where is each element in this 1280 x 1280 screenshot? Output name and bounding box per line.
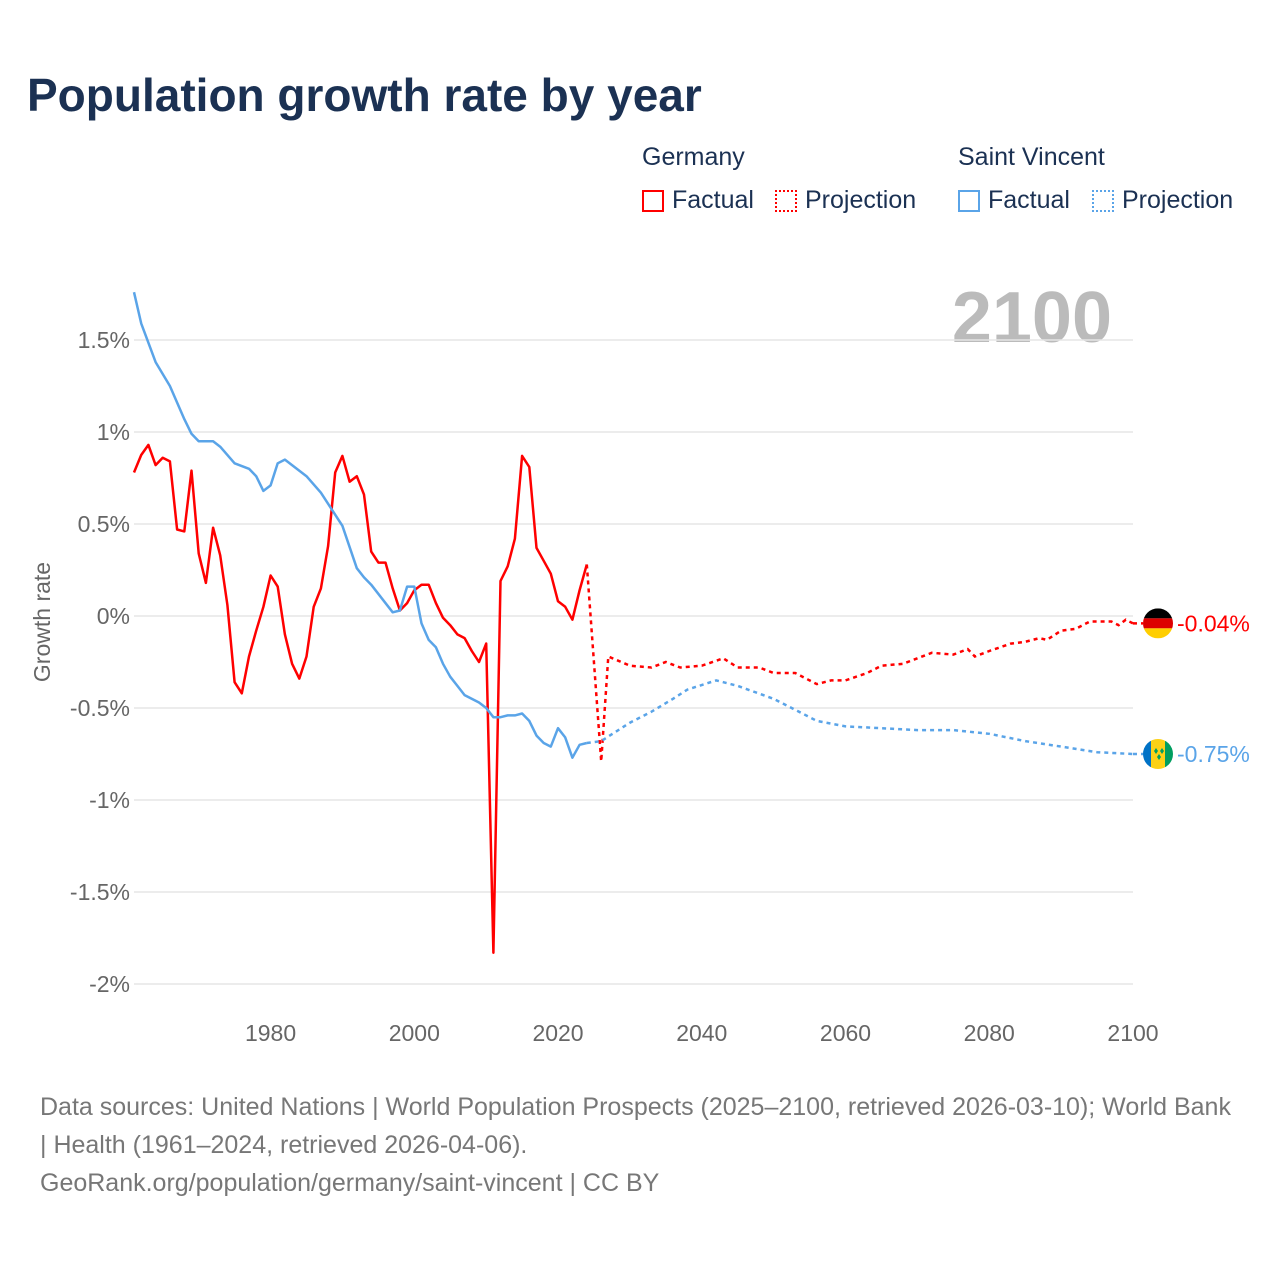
footer: Data sources: United Nations | World Pop… <box>40 1088 1240 1202</box>
y-tick-label: -0.5% <box>70 695 130 721</box>
y-tick-label: 1.5% <box>78 327 130 353</box>
flag-stripe <box>1151 739 1165 769</box>
saint-vincent-factual-line <box>132 291 588 759</box>
x-tick-label: 2020 <box>532 1020 583 1046</box>
y-tick-label: 1% <box>97 419 130 445</box>
x-tick-label: 2100 <box>1107 1020 1158 1046</box>
legend-label: Factual <box>672 186 754 214</box>
x-tick-label: 2000 <box>389 1020 440 1046</box>
flag-stripe <box>1143 739 1151 769</box>
year-display: 2100 <box>952 278 1112 358</box>
saint-vincent-projection-line <box>586 679 1134 756</box>
flag-body <box>1143 608 1173 639</box>
saint-vincent-end-label: -0.75% <box>1177 741 1250 767</box>
flag-stripe <box>1143 628 1173 639</box>
plot-area: 2100 Growth rate 1.5% 1% 0.5% 0% -0.5% -1% -1.… <box>29 278 1250 1046</box>
legend-germany-projection[interactable]: Projection <box>775 186 916 215</box>
legend-label: Factual <box>988 186 1070 214</box>
legend-label: Projection <box>805 186 917 214</box>
x-tick-label: 1980 <box>245 1020 296 1046</box>
legend-saint-vincent-factual[interactable]: Factual <box>958 186 1070 215</box>
dotted-swatch-icon <box>1092 189 1114 212</box>
y-tick-label: 0% <box>97 603 130 629</box>
flag-stripe <box>1143 618 1173 629</box>
x-tick-label: 2060 <box>820 1020 871 1046</box>
legend-group-saint-vincent: Saint Vincent <box>958 143 1105 171</box>
x-tick-label: 2080 <box>964 1020 1015 1046</box>
germany-projection-line <box>585 564 1134 762</box>
y-tick-label: -1% <box>89 787 130 813</box>
legend-saint-vincent-projection[interactable]: Projection <box>1092 186 1233 215</box>
solid-swatch-icon <box>642 189 664 212</box>
germany-end-label: -0.04% <box>1177 610 1250 636</box>
data-sources: Data sources: United Nations | World Pop… <box>40 1093 1231 1159</box>
legend-germany-factual[interactable]: Factual <box>642 186 754 215</box>
flag-diamonds <box>1154 748 1164 760</box>
legend-label: Projection <box>1122 186 1234 214</box>
germany-flag-icon <box>1143 608 1173 639</box>
y-tick-label: 0.5% <box>78 511 130 537</box>
y-tick-label: -2% <box>89 971 130 997</box>
flag-body <box>1143 739 1173 769</box>
saint-vincent-flag-icon <box>1143 739 1173 769</box>
dotted-swatch-icon <box>775 189 797 212</box>
x-tick-label: 2040 <box>676 1020 727 1046</box>
source-link[interactable]: GeoRank.org/population/germany/saint-vin… <box>40 1169 660 1197</box>
y-tick-label: -1.5% <box>70 879 130 905</box>
flag-stripe <box>1165 739 1173 769</box>
chart-title: Population growth rate by year <box>27 69 702 121</box>
solid-swatch-icon <box>958 189 980 212</box>
germany-factual-line <box>132 443 589 954</box>
y-axis-label: Growth rate <box>29 562 55 682</box>
flag-stripe <box>1143 608 1173 619</box>
legend-group-germany: Germany <box>642 143 745 171</box>
